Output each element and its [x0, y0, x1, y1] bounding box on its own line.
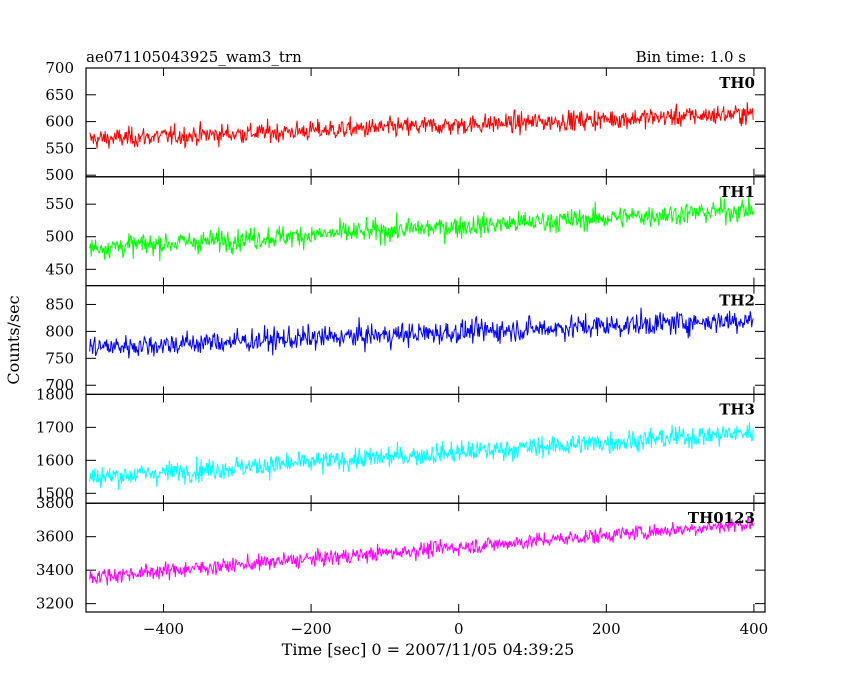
- y-tick-label: 1700: [36, 418, 74, 436]
- y-tick-label: 1800: [36, 385, 74, 403]
- series-label-th3: TH3: [719, 400, 755, 418]
- y-tick-label: 750: [45, 349, 74, 367]
- y-tick-label: 3600: [36, 528, 74, 546]
- panel-frame-th1: [85, 176, 766, 287]
- y-tick-label: 500: [45, 228, 74, 246]
- y-tick-label: 1600: [36, 451, 74, 469]
- series-label-th2: TH2: [719, 292, 755, 310]
- y-tick-label: 850: [45, 295, 74, 313]
- chart-title-right: Bin time: 1.0 s: [636, 48, 746, 66]
- y-tick-label: 450: [45, 260, 74, 278]
- y-axis-label: Counts/sec: [4, 295, 23, 384]
- panel-frame-th3: [85, 393, 766, 504]
- y-tick-label: 800: [45, 322, 74, 340]
- y-tick-label: 550: [45, 195, 74, 213]
- series-line-th2: [89, 307, 754, 359]
- x-tick-label: 200: [592, 620, 621, 638]
- y-tick-label: 600: [45, 113, 74, 131]
- y-tick-label: 3400: [36, 561, 74, 579]
- x-tick-label: −200: [291, 620, 332, 638]
- series-line-th3: [89, 422, 754, 490]
- y-tick-label: 550: [45, 139, 74, 157]
- y-tick-label: 700: [45, 59, 74, 77]
- series-line-th0123: [89, 516, 754, 586]
- x-tick-label: 400: [740, 620, 769, 638]
- y-tick-label: 3800: [36, 494, 74, 512]
- y-tick-label: 3200: [36, 595, 74, 613]
- y-tick-label: 650: [45, 86, 74, 104]
- x-tick-label: 0: [454, 620, 464, 638]
- y-tick-label: 1500: [36, 484, 74, 502]
- panels-group: 500 550 600 650 700 TH0 450 500 550 TH1 700 750 800 8…: [36, 59, 768, 638]
- series-line-th1: [89, 194, 754, 262]
- x-tick-label: −400: [143, 620, 184, 638]
- series-line-th0: [89, 102, 754, 150]
- series-label-th0123: TH0123: [688, 509, 755, 527]
- y-tick-label: 700: [45, 376, 74, 394]
- panel-frame-th0123: [85, 502, 766, 613]
- series-label-th1: TH1: [719, 183, 755, 201]
- series-label-th0: TH0: [719, 74, 755, 92]
- chart-title-left: ae071105043925_wam3_trn: [86, 48, 302, 66]
- x-axis-label: Time [sec] 0 = 2007/11/05 04:39:25: [282, 640, 575, 659]
- y-tick-label: 500: [45, 166, 74, 184]
